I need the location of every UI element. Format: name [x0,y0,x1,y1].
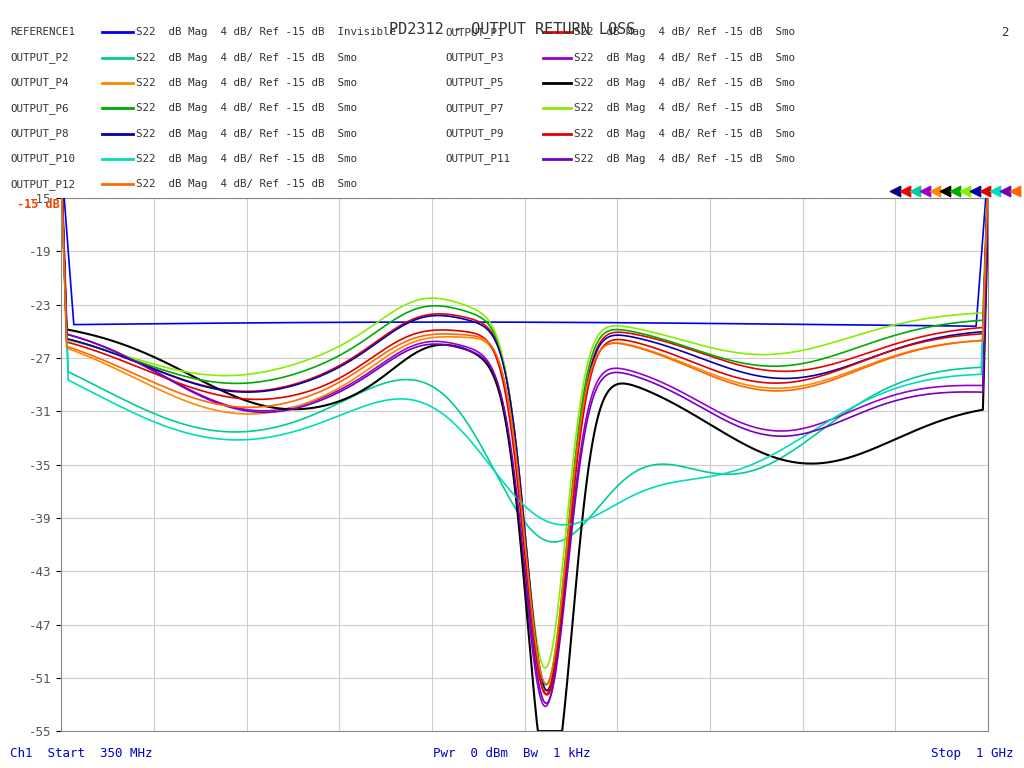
Text: REFERENCE1: REFERENCE1 [10,27,75,38]
Text: OUTPUT_P10: OUTPUT_P10 [10,154,75,164]
Text: OUTPUT_P5: OUTPUT_P5 [445,78,504,88]
Text: S22  dB Mag  4 dB/ Ref -15 dB  Smo: S22 dB Mag 4 dB/ Ref -15 dB Smo [574,128,796,139]
Point [907,185,924,197]
Text: OUTPUT_P2: OUTPUT_P2 [10,52,69,63]
Text: Ch1  Start  350 MHz: Ch1 Start 350 MHz [10,747,153,760]
Text: OUTPUT_P4: OUTPUT_P4 [10,78,69,88]
Text: OUTPUT_P3: OUTPUT_P3 [445,52,504,63]
Text: 2: 2 [1001,26,1009,38]
Text: Stop  1 GHz: Stop 1 GHz [931,747,1014,760]
Text: S22  dB Mag  4 dB/ Ref -15 dB  Smo: S22 dB Mag 4 dB/ Ref -15 dB Smo [574,27,796,38]
Point [977,185,993,197]
Text: S22  dB Mag  4 dB/ Ref -15 dB  Smo: S22 dB Mag 4 dB/ Ref -15 dB Smo [574,52,796,63]
Text: S22  dB Mag  4 dB/ Ref -15 dB  Smo: S22 dB Mag 4 dB/ Ref -15 dB Smo [136,179,357,190]
Point [937,185,953,197]
Text: OUTPUT_P9: OUTPUT_P9 [445,128,504,139]
Point [957,185,974,197]
Point [947,185,964,197]
Text: S22  dB Mag  4 dB/ Ref -15 dB  Smo: S22 dB Mag 4 dB/ Ref -15 dB Smo [574,154,796,164]
Point [967,185,983,197]
Point [918,185,934,197]
Text: Pwr  0 dBm  Bw  1 kHz: Pwr 0 dBm Bw 1 kHz [433,747,591,760]
Point [897,185,913,197]
Point [887,185,903,197]
Text: S22  dB Mag  4 dB/ Ref -15 dB  Smo: S22 dB Mag 4 dB/ Ref -15 dB Smo [136,128,357,139]
Text: S22  dB Mag  4 dB/ Ref -15 dB  Smo: S22 dB Mag 4 dB/ Ref -15 dB Smo [136,78,357,88]
Text: OUTPUT_P1: OUTPUT_P1 [445,27,504,38]
Text: S22  dB Mag  4 dB/ Ref -15 dB  Invisible: S22 dB Mag 4 dB/ Ref -15 dB Invisible [136,27,396,38]
Point [987,185,1004,197]
Text: S22  dB Mag  4 dB/ Ref -15 dB  Smo: S22 dB Mag 4 dB/ Ref -15 dB Smo [136,103,357,114]
Text: OUTPUT_P12: OUTPUT_P12 [10,179,75,190]
Text: S22  dB Mag  4 dB/ Ref -15 dB  Smo: S22 dB Mag 4 dB/ Ref -15 dB Smo [136,154,357,164]
Text: S22  dB Mag  4 dB/ Ref -15 dB  Smo: S22 dB Mag 4 dB/ Ref -15 dB Smo [574,78,796,88]
Text: S22  dB Mag  4 dB/ Ref -15 dB  Smo: S22 dB Mag 4 dB/ Ref -15 dB Smo [574,103,796,114]
Text: OUTPUT_P7: OUTPUT_P7 [445,103,504,114]
Text: OUTPUT_P8: OUTPUT_P8 [10,128,69,139]
Text: PD2312 - OUTPUT RETURN LOSS: PD2312 - OUTPUT RETURN LOSS [389,22,635,37]
Text: OUTPUT_P11: OUTPUT_P11 [445,154,510,164]
Text: S22  dB Mag  4 dB/ Ref -15 dB  Smo: S22 dB Mag 4 dB/ Ref -15 dB Smo [136,52,357,63]
Text: -15 dB: -15 dB [16,198,59,211]
Point [1007,185,1023,197]
Text: OUTPUT_P6: OUTPUT_P6 [10,103,69,114]
Point [927,185,943,197]
Point [997,185,1014,197]
